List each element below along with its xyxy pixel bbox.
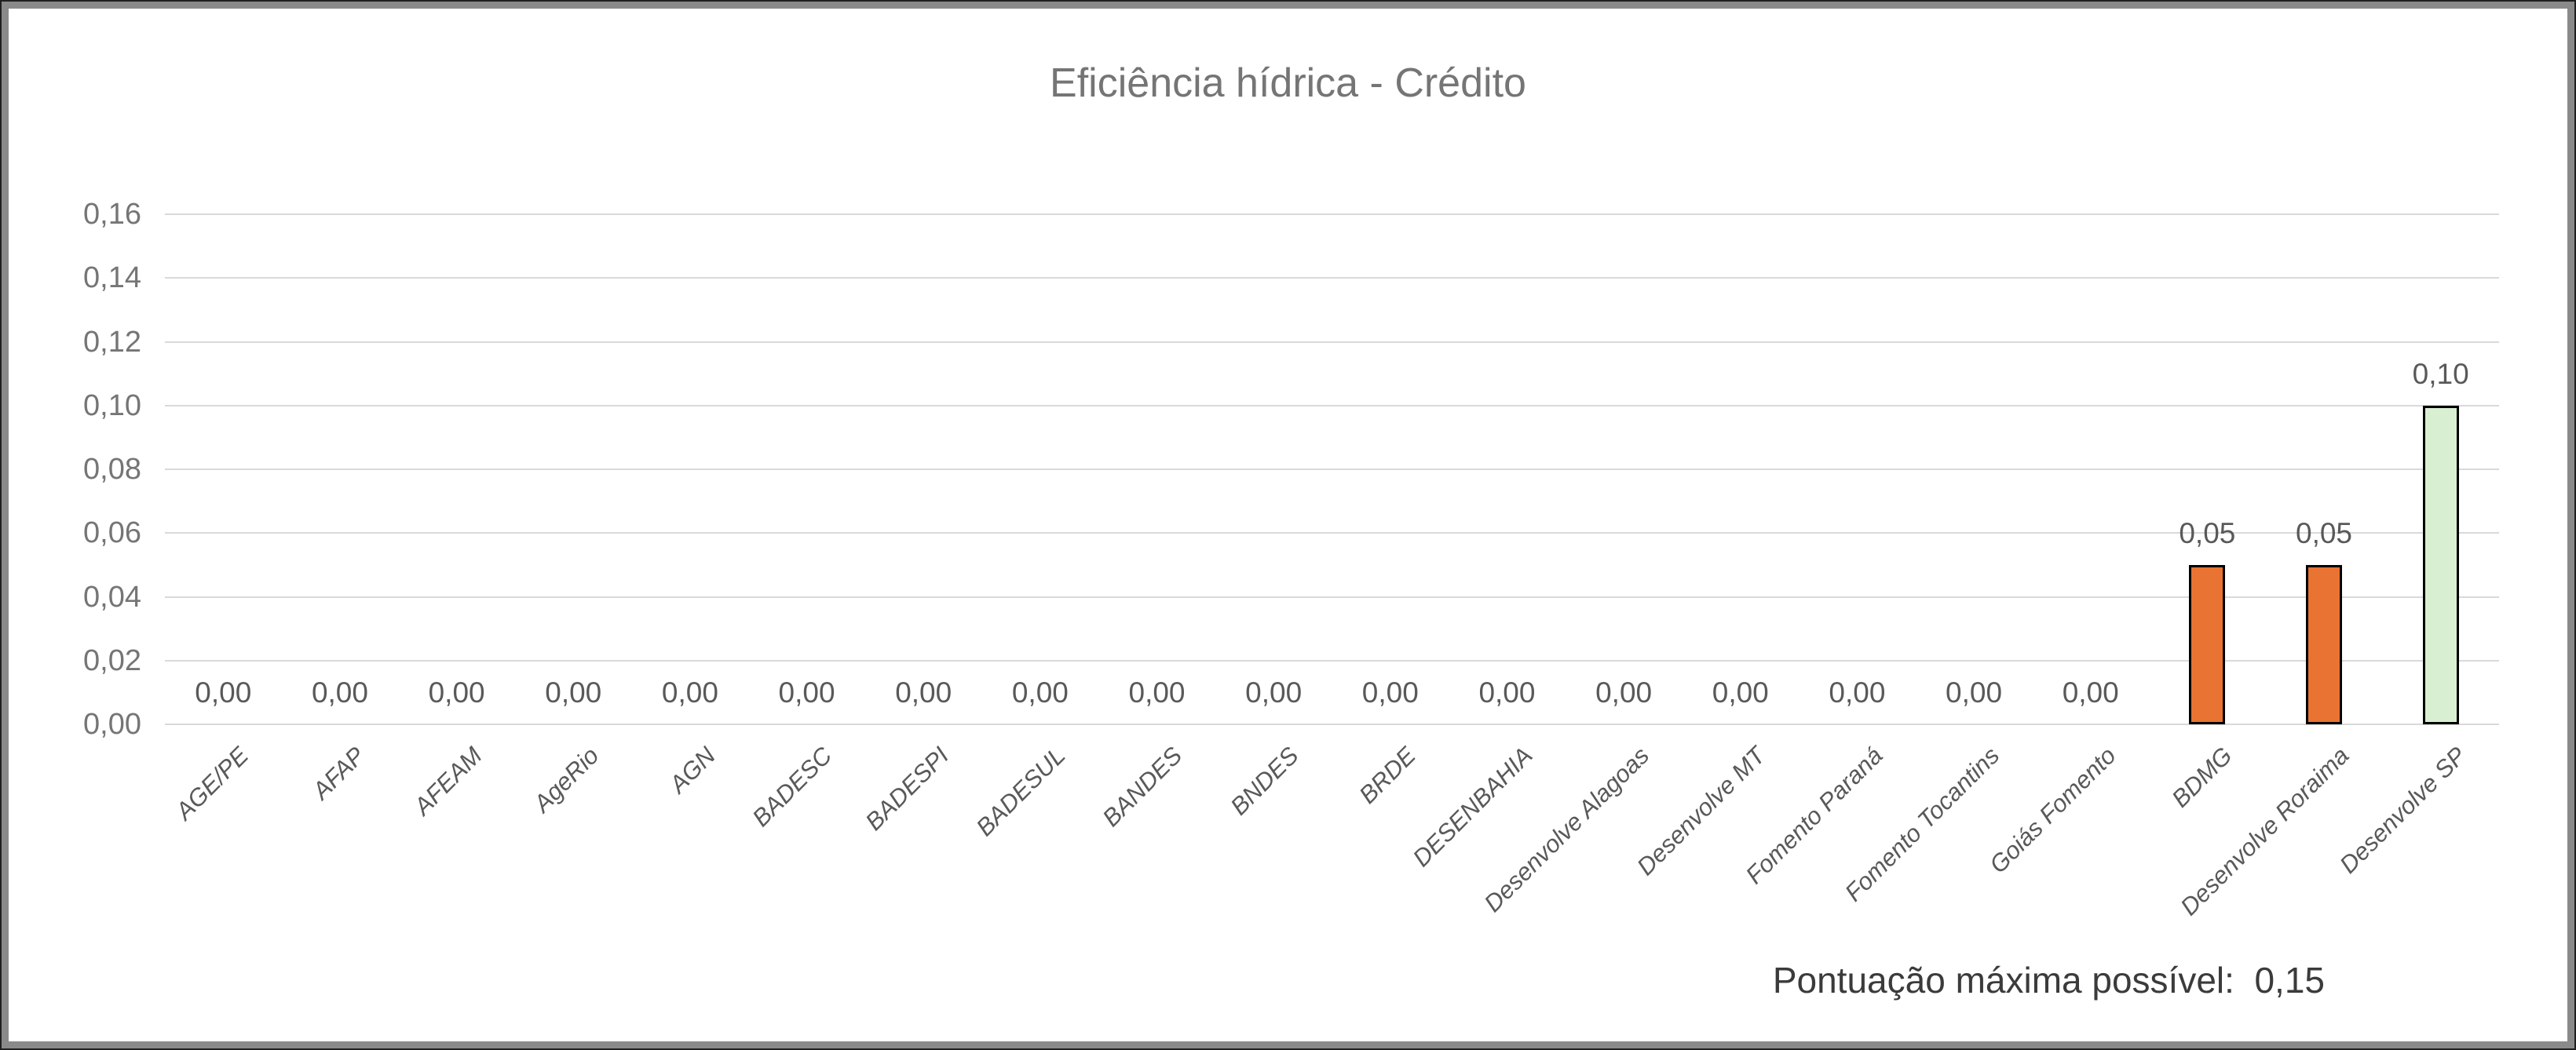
x-axis-category-label: AgeRio — [528, 742, 605, 818]
chart-title: Eficiência hídrica - Crédito — [1050, 60, 1526, 106]
bar-value-label: 0,00 — [661, 676, 718, 709]
bar-value-label: 0,00 — [1595, 676, 1653, 709]
bar-value-label: 0,00 — [1011, 676, 1069, 709]
gridline — [165, 213, 2499, 215]
bar-value-label: 0,05 — [2296, 516, 2353, 549]
bar-value-label: 0,00 — [2062, 676, 2119, 709]
y-axis-tick-label: 0,10 — [83, 388, 141, 422]
x-axis-category-label: AGE/PE — [170, 742, 254, 826]
gridline — [165, 724, 2499, 725]
gridline — [165, 341, 2499, 343]
gridline — [165, 404, 2499, 407]
y-axis-tick-label: 0,06 — [83, 516, 141, 550]
x-axis-category-label: BADESC — [747, 742, 838, 832]
bar-value-label: 0,10 — [2412, 357, 2469, 390]
y-axis-tick-label: 0,04 — [83, 580, 141, 614]
y-axis-tick-label: 0,14 — [83, 261, 141, 295]
x-axis-category-label: BNDES — [1225, 742, 1304, 821]
x-axis-category-label: AGN — [663, 742, 721, 799]
bar-value-label: 0,00 — [195, 676, 252, 709]
bar-value-label: 0,00 — [778, 676, 835, 709]
bar-value-label: 0,00 — [1478, 676, 1536, 709]
bar-value-label: 0,00 — [1946, 676, 2003, 709]
bar — [2422, 405, 2459, 724]
bar-value-label: 0,00 — [1829, 676, 1886, 709]
y-axis-tick-label: 0,02 — [83, 643, 141, 677]
x-axis-category-label: AFEAM — [408, 742, 488, 821]
x-axis-category-label: Desenvolve SP — [2333, 742, 2472, 879]
gridline — [165, 659, 2499, 662]
x-axis-category-label: BDMG — [2166, 742, 2238, 813]
max-score-annotation: Pontuação máxima possível: 0,15 — [1772, 960, 2325, 1001]
y-axis-tick-label: 0,16 — [83, 198, 141, 231]
bar-value-label: 0,00 — [1712, 676, 1769, 709]
x-axis-category-label: BANDES — [1097, 742, 1188, 832]
bar-value-label: 0,00 — [428, 676, 485, 709]
y-axis-tick-label: 0,12 — [83, 325, 141, 359]
gridline — [165, 277, 2499, 279]
bar-value-label: 0,05 — [2179, 516, 2236, 549]
y-axis-tick-label: 0,08 — [83, 453, 141, 486]
gridline — [165, 532, 2499, 534]
bar-value-label: 0,00 — [1361, 676, 1419, 709]
bar-value-label: 0,00 — [1245, 676, 1303, 709]
x-axis-category-label: BRDE — [1353, 742, 1421, 809]
x-axis-category-label: Goiás Fomento — [1983, 742, 2121, 879]
x-axis-category-label: BADESPI — [860, 742, 954, 836]
bar-value-label: 0,00 — [895, 676, 952, 709]
bar-value-label: 0,00 — [545, 676, 602, 709]
gridline — [165, 596, 2499, 598]
bar — [2189, 564, 2226, 724]
bar-value-label: 0,00 — [1128, 676, 1186, 709]
y-axis-tick-label: 0,00 — [83, 708, 141, 741]
x-axis-category-label: BADESUL — [970, 742, 1071, 842]
bar-value-label: 0,00 — [311, 676, 368, 709]
x-axis-category-label: DESENBAHIA — [1407, 742, 1538, 873]
bar — [2306, 564, 2343, 724]
x-axis-category-label: AFAP — [307, 742, 371, 805]
gridline — [165, 468, 2499, 470]
